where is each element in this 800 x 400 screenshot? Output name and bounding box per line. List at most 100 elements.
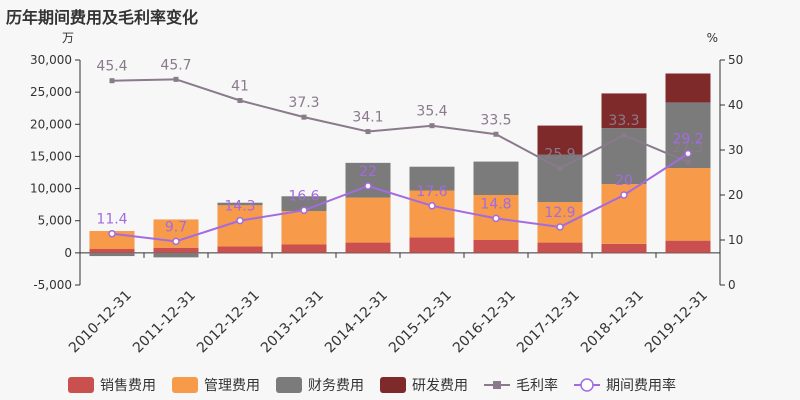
data-label-gross-margin: 45.4 <box>96 59 127 75</box>
bar-2 <box>281 211 327 245</box>
legend-label: 财务费用 <box>308 378 364 394</box>
left-tick-label: 25,000 <box>30 85 72 99</box>
data-label-expense-ratio: 17.6 <box>416 184 447 200</box>
bar-3 <box>473 161 519 195</box>
chart-title: 历年期间费用及毛利率变化 <box>6 8 199 27</box>
left-tick-label: 15,000 <box>30 149 72 163</box>
legend-label: 期间费用率 <box>606 377 676 394</box>
x-tick-label: 2019-12-31 <box>642 288 711 357</box>
legend-swatch <box>380 377 406 393</box>
legend-label: 毛利率 <box>516 377 558 394</box>
point-expense-ratio <box>620 191 628 199</box>
x-tick-label: 2017-12-31 <box>514 288 583 357</box>
bar-1 <box>665 240 711 253</box>
data-label-expense-ratio: 11.4 <box>96 212 127 228</box>
left-tick-label: 5,000 <box>38 214 72 228</box>
bar-4 <box>665 73 711 103</box>
bar-1 <box>601 243 647 253</box>
data-label-gross-margin: 27.3 <box>672 140 703 156</box>
point-gross-margin <box>237 98 243 103</box>
bar-4 <box>537 125 583 155</box>
bar-1 <box>473 240 519 253</box>
point-gross-margin <box>557 165 563 171</box>
data-label-gross-margin: 41 <box>231 79 249 95</box>
point-gross-margin <box>621 132 627 138</box>
bar-1 <box>153 247 199 253</box>
data-label-expense-ratio: 12.9 <box>544 205 575 221</box>
data-label-gross-margin: 25.9 <box>544 146 575 162</box>
legend-marker <box>580 378 594 392</box>
right-tick-label: 0 <box>728 278 736 292</box>
bar-3 <box>153 252 199 258</box>
x-tick-label: 2014-12-31 <box>322 288 391 357</box>
bar-1 <box>345 242 391 253</box>
point-gross-margin <box>429 123 435 129</box>
x-tick-label: 2016-12-31 <box>450 288 519 357</box>
bar-1 <box>217 246 263 253</box>
data-label-expense-ratio: 29.2 <box>672 132 703 148</box>
left-tick-label: 0 <box>64 246 72 260</box>
bar-4 <box>601 93 647 129</box>
point-gross-margin <box>109 78 115 84</box>
data-label-gross-margin: 35.4 <box>416 104 447 120</box>
bar-3 <box>537 154 583 203</box>
point-gross-margin <box>685 159 691 165</box>
data-label-expense-ratio: 16.6 <box>288 188 319 204</box>
point-expense-ratio <box>364 182 372 190</box>
point-expense-ratio <box>684 149 692 158</box>
bar-1 <box>409 237 455 253</box>
bar-2 <box>409 190 455 238</box>
point-gross-margin <box>493 131 499 137</box>
bar-3 <box>89 252 135 257</box>
data-label-gross-margin: 37.3 <box>288 95 319 111</box>
left-tick-label: 10,000 <box>30 182 72 196</box>
point-expense-ratio <box>300 206 308 215</box>
point-gross-margin <box>365 129 371 135</box>
bar-2 <box>665 168 711 241</box>
right-tick-label: 30 <box>728 143 743 157</box>
bar-3 <box>409 166 455 191</box>
left-tick-label: 30,000 <box>30 53 72 67</box>
right-tick-label: 50 <box>728 53 743 67</box>
x-tick-label: 2011-12-31 <box>130 288 199 357</box>
point-expense-ratio <box>172 237 180 246</box>
data-label-gross-margin: 45.7 <box>160 57 191 73</box>
bar-3 <box>217 202 263 206</box>
data-label-expense-ratio: 22 <box>359 164 377 180</box>
point-expense-ratio <box>556 223 564 231</box>
point-expense-ratio <box>236 216 244 225</box>
right-unit-label: % <box>707 31 718 45</box>
point-expense-ratio <box>428 202 436 210</box>
data-label-expense-ratio: 14.8 <box>480 196 511 212</box>
data-label-expense-ratio: 14.3 <box>224 199 255 215</box>
x-tick-label: 2015-12-31 <box>386 288 455 357</box>
bar-1 <box>281 244 327 253</box>
legend-swatch <box>172 377 198 393</box>
bar-1 <box>537 242 583 253</box>
left-tick-label: -5,000 <box>33 278 72 292</box>
point-expense-ratio <box>108 229 116 238</box>
left-unit-label: 万 <box>62 31 74 45</box>
line-expense-ratio <box>111 152 689 243</box>
data-label-expense-ratio: 9.7 <box>165 219 187 235</box>
point-gross-margin <box>173 76 179 82</box>
right-tick-label: 40 <box>728 98 743 112</box>
bar-2 <box>537 202 583 243</box>
x-tick-label: 2018-12-31 <box>578 288 647 357</box>
bar-2 <box>345 197 391 243</box>
x-tick-label: 2010-12-31 <box>66 288 135 357</box>
legend-label: 管理费用 <box>204 378 260 394</box>
legend-swatch <box>68 377 94 393</box>
right-tick-label: 10 <box>728 233 743 247</box>
x-tick-label: 2012-12-31 <box>194 288 263 357</box>
x-tick-label: 2013-12-31 <box>258 288 327 357</box>
legend-label: 销售费用 <box>100 378 156 394</box>
data-label-gross-margin: 33.3 <box>608 113 639 129</box>
point-expense-ratio <box>492 214 500 223</box>
legend-swatch <box>276 377 302 393</box>
bar-1 <box>89 249 135 253</box>
data-label-expense-ratio: 20 <box>615 173 633 189</box>
bar-3 <box>281 196 327 212</box>
line-gross-margin <box>111 78 689 170</box>
